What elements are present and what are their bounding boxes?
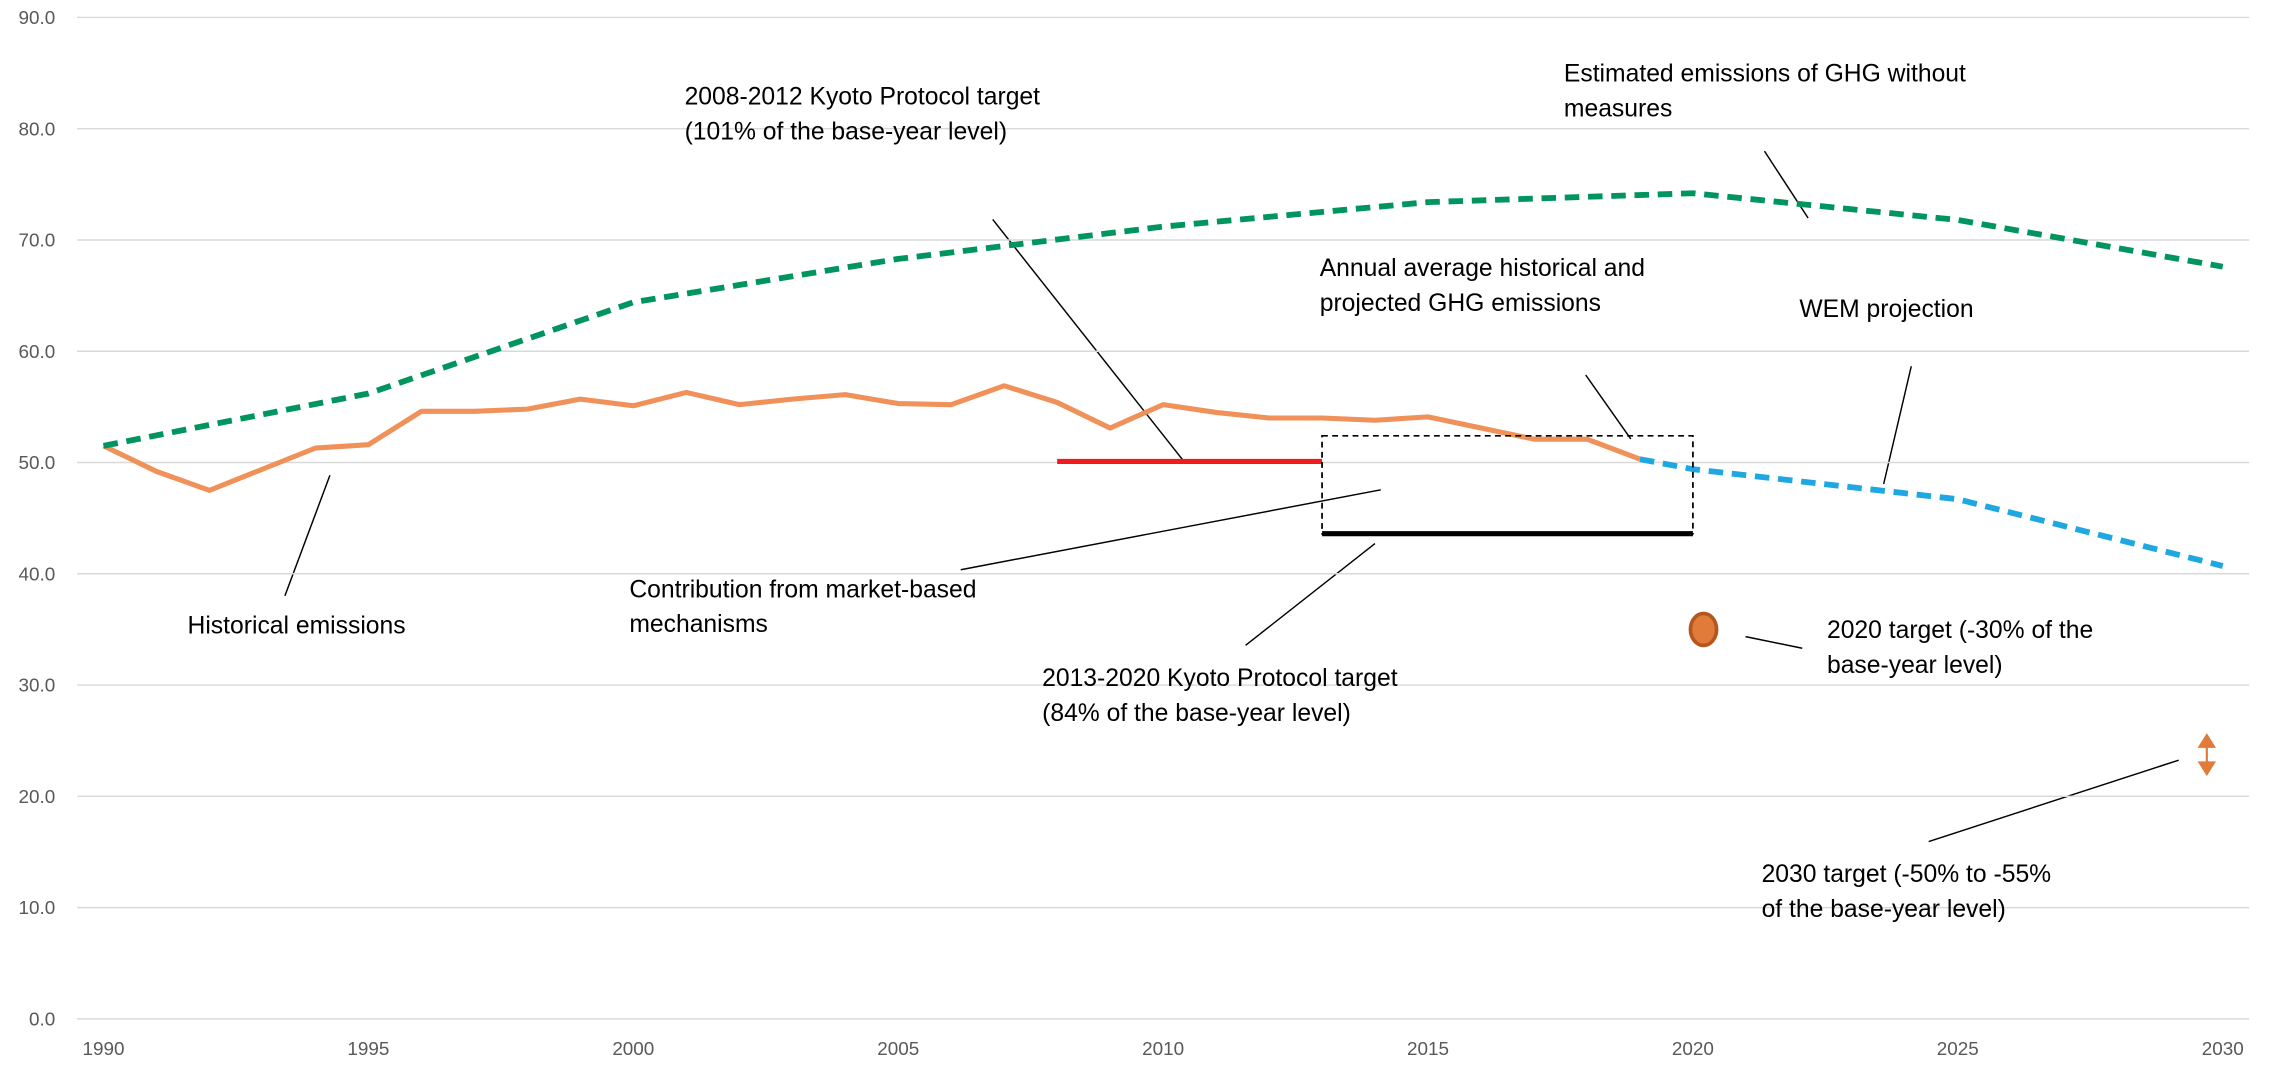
- leader-line: [992, 219, 1186, 463]
- annotation: WEM projection: [1799, 296, 1973, 323]
- annotation: Contribution from market-based: [629, 576, 976, 603]
- leader-line: [284, 475, 331, 597]
- annotation: base-year level): [1827, 652, 2003, 679]
- annotation: (101% of the base-year level): [685, 119, 1007, 146]
- y-tick-label: 10.0: [18, 898, 55, 919]
- annotation: of the base-year level): [1762, 896, 2006, 923]
- leader-line: [1928, 759, 2179, 843]
- leader-line: [1745, 635, 1803, 649]
- x-tick-label: 2020: [1672, 1039, 1714, 1060]
- annotation: projected GHG emissions: [1320, 290, 1601, 317]
- leader-line: [1585, 374, 1632, 440]
- y-tick-label: 30.0: [18, 676, 55, 697]
- leader-line: [1245, 543, 1376, 646]
- leader-line: [1763, 150, 1809, 219]
- x-tick-label: 2005: [877, 1039, 919, 1060]
- annotation: mechanisms: [629, 611, 768, 638]
- annotation: Estimated emissions of GHG without: [1564, 60, 1966, 87]
- series-line: [102, 383, 1641, 493]
- y-tick-label: 70.0: [18, 231, 55, 252]
- x-tick-label: 1995: [347, 1039, 389, 1060]
- annotation: measures: [1564, 95, 1672, 122]
- leader-line: [960, 489, 1381, 571]
- y-tick-label: 60.0: [18, 342, 55, 363]
- annotation: Annual average historical and: [1320, 255, 1645, 282]
- series-line: [102, 190, 2224, 449]
- x-tick-label: 2010: [1142, 1039, 1184, 1060]
- annotation: 2013-2020 Kyoto Protocol target: [1042, 665, 1398, 692]
- leader-lines: [284, 150, 2179, 843]
- y-tick-label: 90.0: [18, 8, 55, 29]
- mechanisms-box: [1321, 434, 1694, 535]
- y-tick-label: 40.0: [18, 564, 55, 585]
- x-tick-label: 1990: [83, 1039, 125, 1060]
- annotation: 2030 target (-50% to -55%: [1762, 861, 2052, 888]
- leader-line: [1882, 366, 1912, 485]
- x-tick-label: 2015: [1407, 1039, 1449, 1060]
- target-marker: [1688, 611, 1719, 648]
- y-tick-label: 20.0: [18, 787, 55, 808]
- series-line: [1639, 456, 2224, 569]
- annotation: 2008-2012 Kyoto Protocol target: [685, 84, 1041, 111]
- x-tick-label: 2025: [1937, 1039, 1979, 1060]
- y-tick-label: 80.0: [18, 119, 55, 140]
- annotation: Historical emissions: [187, 613, 405, 640]
- x-tick-label: 2000: [612, 1039, 654, 1060]
- y-tick-label: 0.0: [29, 1009, 55, 1030]
- annotation: 2020 target (-30% of the: [1827, 617, 2093, 644]
- y-tick-label: 50.0: [18, 453, 55, 474]
- target-range: [2197, 733, 2217, 777]
- x-tick-label: 2030: [2202, 1039, 2244, 1060]
- annotation: (84% of the base-year level): [1042, 700, 1351, 727]
